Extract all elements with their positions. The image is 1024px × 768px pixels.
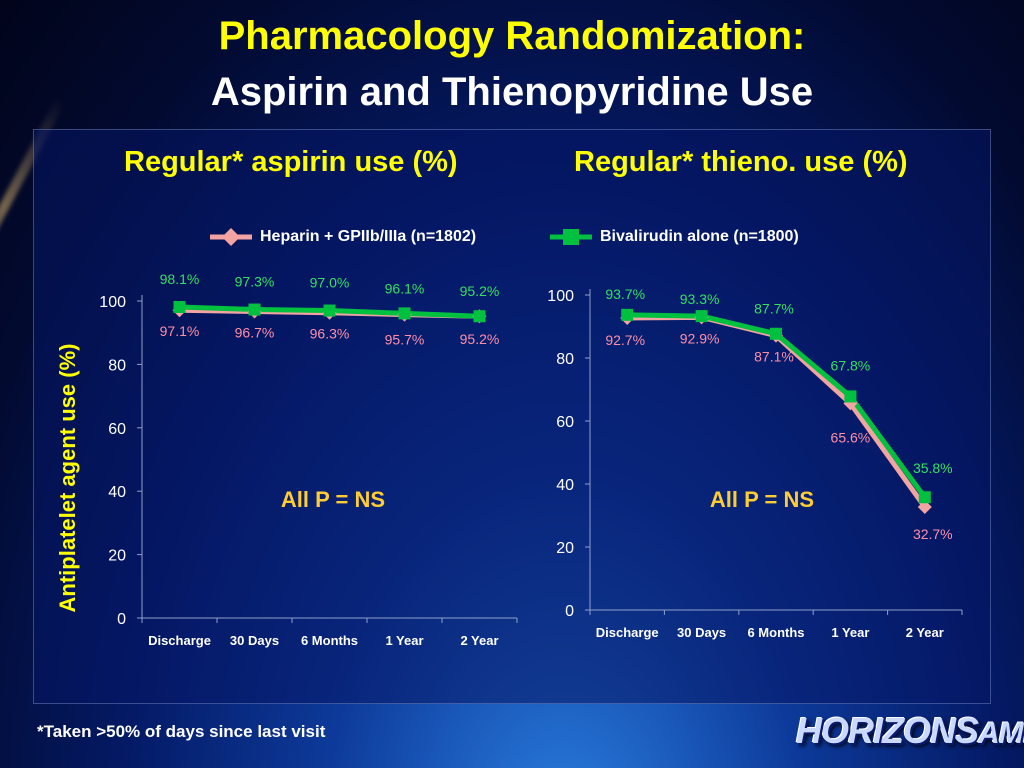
y-tick-label: 40 bbox=[108, 484, 126, 501]
data-label-bivalirudin: 35.8% bbox=[913, 460, 953, 476]
legend: Heparin + GPIIb/IIIa (n=1802) Bivalirudi… bbox=[0, 227, 1024, 251]
data-label-heparin: 95.2% bbox=[460, 331, 500, 347]
data-point-bivalirudin bbox=[621, 308, 634, 321]
data-label-bivalirudin: 96.1% bbox=[385, 280, 425, 296]
data-point-bivalirudin bbox=[918, 491, 931, 504]
data-point-bivalirudin bbox=[844, 390, 857, 403]
y-tick-label: 60 bbox=[108, 421, 126, 438]
legend-item-bivalirudin: Bivalirudin alone (n=1800) bbox=[548, 227, 799, 247]
logo-suffix: AMI bbox=[978, 717, 1024, 750]
data-label-bivalirudin: 97.3% bbox=[235, 274, 275, 290]
x-tick-label: Discharge bbox=[596, 625, 659, 640]
x-tick-label: 2 Year bbox=[460, 633, 498, 648]
data-label-heparin: 87.1% bbox=[754, 349, 794, 365]
footnote: *Taken >50% of days since last visit bbox=[37, 722, 326, 741]
y-tick-label: 80 bbox=[556, 351, 574, 368]
data-point-bivalirudin bbox=[323, 304, 336, 317]
data-point-bivalirudin bbox=[695, 310, 708, 323]
data-label-heparin: 96.7% bbox=[235, 324, 275, 340]
series-line-heparin bbox=[627, 314, 927, 509]
x-tick-label: 2 Year bbox=[906, 625, 944, 640]
data-label-heparin: 65.6% bbox=[831, 429, 871, 445]
data-label-bivalirudin: 67.8% bbox=[831, 357, 871, 373]
slide-subtitle: Aspirin and Thienopyridine Use bbox=[210, 70, 814, 114]
data-label-bivalirudin: 93.3% bbox=[680, 291, 720, 307]
y-tick-label: 40 bbox=[556, 477, 574, 494]
x-tick-label: 6 Months bbox=[301, 633, 358, 648]
data-label-heparin: 95.7% bbox=[385, 332, 425, 348]
data-label-heparin: 96.3% bbox=[310, 326, 350, 342]
legend-marker-square-icon bbox=[550, 229, 592, 245]
chart-title-aspirin: Regular* aspirin use (%) bbox=[124, 146, 458, 178]
annotation-p-ns: All P = NS bbox=[281, 487, 385, 512]
annotation-p-ns: All P = NS bbox=[710, 487, 814, 512]
data-point-bivalirudin bbox=[473, 310, 486, 323]
slide-title: Pharmacology Randomization: bbox=[218, 14, 806, 58]
legend-item-heparin: Heparin + GPIIb/IIIa (n=1802) bbox=[208, 227, 476, 247]
legend-marker-diamond-icon bbox=[210, 228, 252, 246]
legend-label-heparin: Heparin + GPIIb/IIIa (n=1802) bbox=[260, 228, 477, 245]
data-point-bivalirudin bbox=[173, 301, 186, 314]
y-tick-label: 60 bbox=[556, 414, 574, 431]
data-label-bivalirudin: 93.7% bbox=[605, 286, 645, 302]
data-label-heparin: 92.9% bbox=[680, 330, 720, 346]
logo-main: HORIZONS bbox=[796, 710, 979, 751]
data-point-bivalirudin bbox=[248, 303, 261, 316]
y-tick-label: 20 bbox=[108, 548, 126, 565]
y-tick-label: 100 bbox=[547, 288, 574, 305]
x-tick-label: 30 Days bbox=[677, 625, 726, 640]
chart-title-thieno: Regular* thieno. use (%) bbox=[574, 146, 908, 178]
x-tick-label: 1 Year bbox=[385, 633, 423, 648]
data-label-bivalirudin: 97.0% bbox=[310, 275, 350, 291]
y-tick-label: 100 bbox=[99, 294, 126, 311]
x-tick-label: Discharge bbox=[148, 633, 211, 648]
y-tick-label: 80 bbox=[108, 357, 126, 374]
chart-panel bbox=[33, 129, 991, 704]
data-point-bivalirudin bbox=[398, 307, 411, 320]
x-tick-label: 1 Year bbox=[831, 625, 869, 640]
data-label-bivalirudin: 98.1% bbox=[160, 271, 200, 287]
legend-label-bivalirudin: Bivalirudin alone (n=1800) bbox=[600, 228, 799, 245]
y-tick-label: 0 bbox=[117, 611, 126, 628]
y-tick-label: 20 bbox=[556, 540, 574, 557]
data-point-heparin bbox=[917, 499, 932, 514]
data-label-bivalirudin: 87.7% bbox=[754, 301, 794, 317]
x-tick-label: 30 Days bbox=[230, 633, 279, 648]
data-point-bivalirudin bbox=[770, 327, 782, 340]
horizons-ami-logo: HORIZONSAMI bbox=[796, 710, 1024, 752]
data-label-heparin: 32.7% bbox=[913, 526, 953, 542]
x-tick-label: 6 Months bbox=[747, 625, 804, 640]
data-label-heparin: 97.1% bbox=[160, 323, 200, 339]
data-label-bivalirudin: 95.2% bbox=[460, 283, 500, 299]
y-tick-label: 0 bbox=[565, 603, 574, 620]
data-label-heparin: 92.7% bbox=[605, 332, 645, 348]
